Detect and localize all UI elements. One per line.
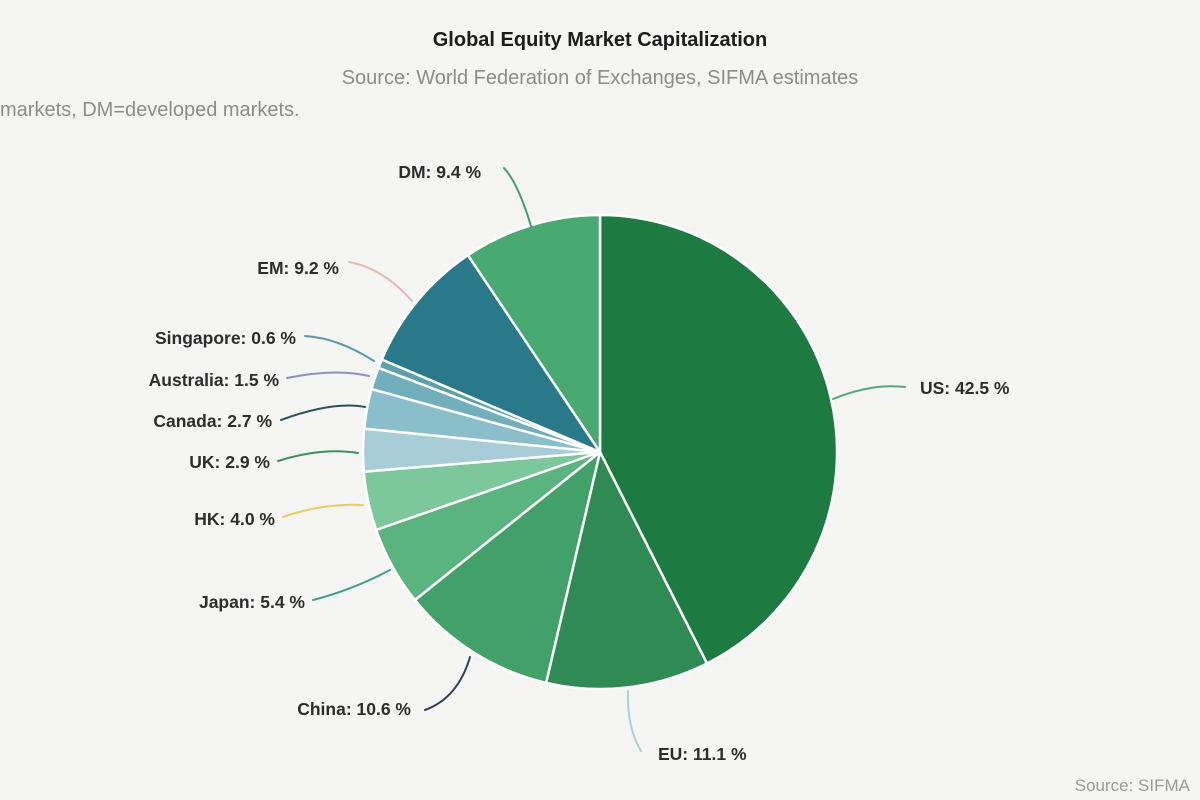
pie-connector-dm — [503, 167, 532, 227]
pie-connector-singapore — [304, 335, 375, 362]
pie-label-hk: HK: 4.0 % — [194, 509, 275, 529]
pie-label-china: China: 10.6 % — [297, 699, 411, 719]
pie-label-uk: UK: 2.9 % — [189, 452, 270, 472]
pie-label-singapore: Singapore: 0.6 % — [154, 328, 296, 348]
pie-slice-em — [380, 253, 602, 454]
pie-label-us: US: 42.5 % — [920, 378, 1010, 398]
chart-title: Global Equity Market Capitalization — [432, 29, 768, 51]
pie-label-canada: Canada: 2.7 % — [153, 411, 272, 431]
pie-connector-japan — [312, 569, 391, 601]
pie-slice-us — [598, 213, 839, 665]
pie-label-dm: DM: 9.4 % — [398, 162, 481, 182]
pie-connector-eu — [626, 690, 642, 752]
source-credit: Source: SIFMA — [1074, 776, 1190, 795]
chart-note-cropped: markets, DM=developed markets. — [0, 99, 300, 121]
pie-connector-us — [832, 385, 906, 400]
pie-label-eu: EU: 11.1 % — [658, 744, 747, 764]
pie-connector-china — [424, 656, 471, 711]
pie-label-japan: Japan: 5.4 % — [198, 592, 305, 612]
pie-connector-australia — [286, 371, 370, 379]
pie-slice-china — [413, 450, 602, 685]
pie-connector-em — [348, 261, 413, 302]
pie-label-em: EM: 9.2 % — [257, 258, 339, 278]
pie-label-australia: Australia: 1.5 % — [148, 370, 279, 390]
pie-connector-hk — [282, 503, 364, 518]
pie-connector-canada — [280, 404, 366, 421]
chart-subtitle: Source: World Federation of Exchanges, S… — [341, 67, 859, 89]
pie-connector-uk — [277, 450, 359, 462]
